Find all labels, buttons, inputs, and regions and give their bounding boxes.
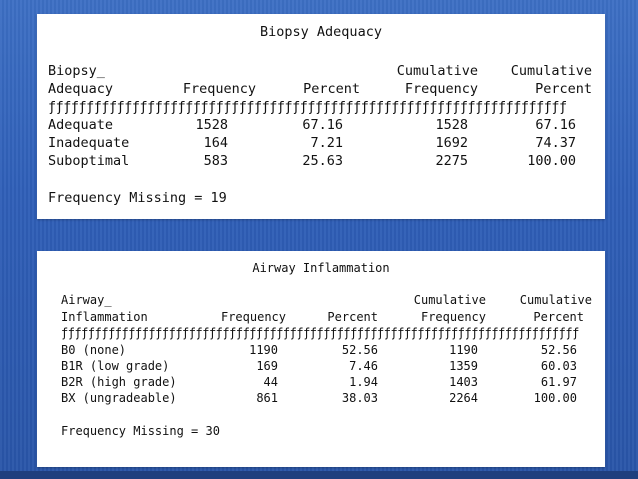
- header-variable-line1: Biopsy_: [48, 63, 105, 79]
- header-cum-percent: Percent: [535, 81, 592, 97]
- row-frequency: 169: [256, 359, 278, 373]
- header-percent: Percent: [303, 81, 360, 97]
- table-rule: ƒƒƒƒƒƒƒƒƒƒƒƒƒƒƒƒƒƒƒƒƒƒƒƒƒƒƒƒƒƒƒƒƒƒƒƒƒƒƒƒ…: [61, 326, 579, 340]
- row-percent: 7.46: [349, 359, 378, 373]
- row-cum-frequency: 1359: [449, 359, 478, 373]
- header-variable-line2: Adequacy: [48, 81, 114, 97]
- row-cum-percent: 60.03: [540, 359, 577, 373]
- row-percent: 67.16: [302, 117, 343, 133]
- row-label: Suboptimal: [48, 153, 130, 169]
- row-label: BX (ungradeable): [61, 391, 177, 405]
- row-frequency: 1528: [195, 117, 228, 133]
- row-label: B2R (high grade): [61, 375, 177, 389]
- header-cum-frequency: Frequency: [420, 310, 486, 324]
- airway-inflammation-panel: Airway Inflammation Airway_ Cumulative C…: [37, 251, 605, 467]
- header-frequency: Frequency: [220, 310, 286, 324]
- row-label: Adequate: [48, 117, 114, 133]
- row-frequency: 44: [263, 375, 278, 389]
- header-cum-pct-line1: Cumulative: [510, 63, 592, 79]
- row-frequency: 583: [203, 153, 228, 169]
- header-cum-percent: Percent: [533, 310, 584, 324]
- row-percent: 1.94: [349, 375, 378, 389]
- header-cum-freq-line1: Cumulative: [396, 63, 478, 79]
- slide-footer-bar: [0, 471, 638, 479]
- frequency-missing: Frequency Missing = 30: [61, 424, 220, 438]
- row-percent: 7.21: [310, 135, 343, 151]
- table-title: Biopsy Adequacy: [260, 24, 382, 40]
- row-frequency: 164: [203, 135, 228, 151]
- row-percent: 38.03: [341, 391, 378, 405]
- row-percent: 52.56: [341, 343, 378, 357]
- row-cum-percent: 100.00: [527, 153, 576, 169]
- row-cum-percent: 100.00: [533, 391, 577, 405]
- row-cum-frequency: 2275: [435, 153, 468, 169]
- row-cum-frequency: 1190: [449, 343, 478, 357]
- row-cum-percent: 67.16: [535, 117, 576, 133]
- row-frequency: 861: [256, 391, 278, 405]
- row-cum-percent: 61.97: [540, 375, 577, 389]
- row-cum-percent: 52.56: [540, 343, 577, 357]
- row-cum-frequency: 1692: [435, 135, 468, 151]
- row-frequency: 1190: [249, 343, 278, 357]
- header-variable-line2: Inflammation: [61, 310, 148, 324]
- row-cum-frequency: 2264: [449, 391, 478, 405]
- biopsy-adequacy-panel: Biopsy Adequacy Biopsy_ Cumulative Cumul…: [37, 14, 605, 219]
- row-percent: 25.63: [302, 153, 343, 169]
- row-label: B0 (none): [61, 343, 127, 357]
- row-cum-percent: 74.37: [535, 135, 576, 151]
- table-title: Airway Inflammation: [252, 261, 390, 275]
- frequency-missing: Frequency Missing = 19: [48, 190, 227, 206]
- header-cum-pct-line1: Cumulative: [519, 293, 592, 307]
- header-variable-line1: Airway_: [61, 293, 112, 307]
- header-cum-frequency: Frequency: [404, 81, 478, 97]
- row-label: Inadequate: [48, 135, 130, 151]
- row-cum-frequency: 1528: [435, 117, 468, 133]
- header-cum-freq-line1: Cumulative: [413, 293, 486, 307]
- table-rule: ƒƒƒƒƒƒƒƒƒƒƒƒƒƒƒƒƒƒƒƒƒƒƒƒƒƒƒƒƒƒƒƒƒƒƒƒƒƒƒƒ…: [48, 99, 567, 115]
- header-percent: Percent: [327, 310, 378, 324]
- header-frequency: Frequency: [182, 81, 256, 97]
- row-cum-frequency: 1403: [449, 375, 478, 389]
- row-label: B1R (low grade): [61, 359, 170, 373]
